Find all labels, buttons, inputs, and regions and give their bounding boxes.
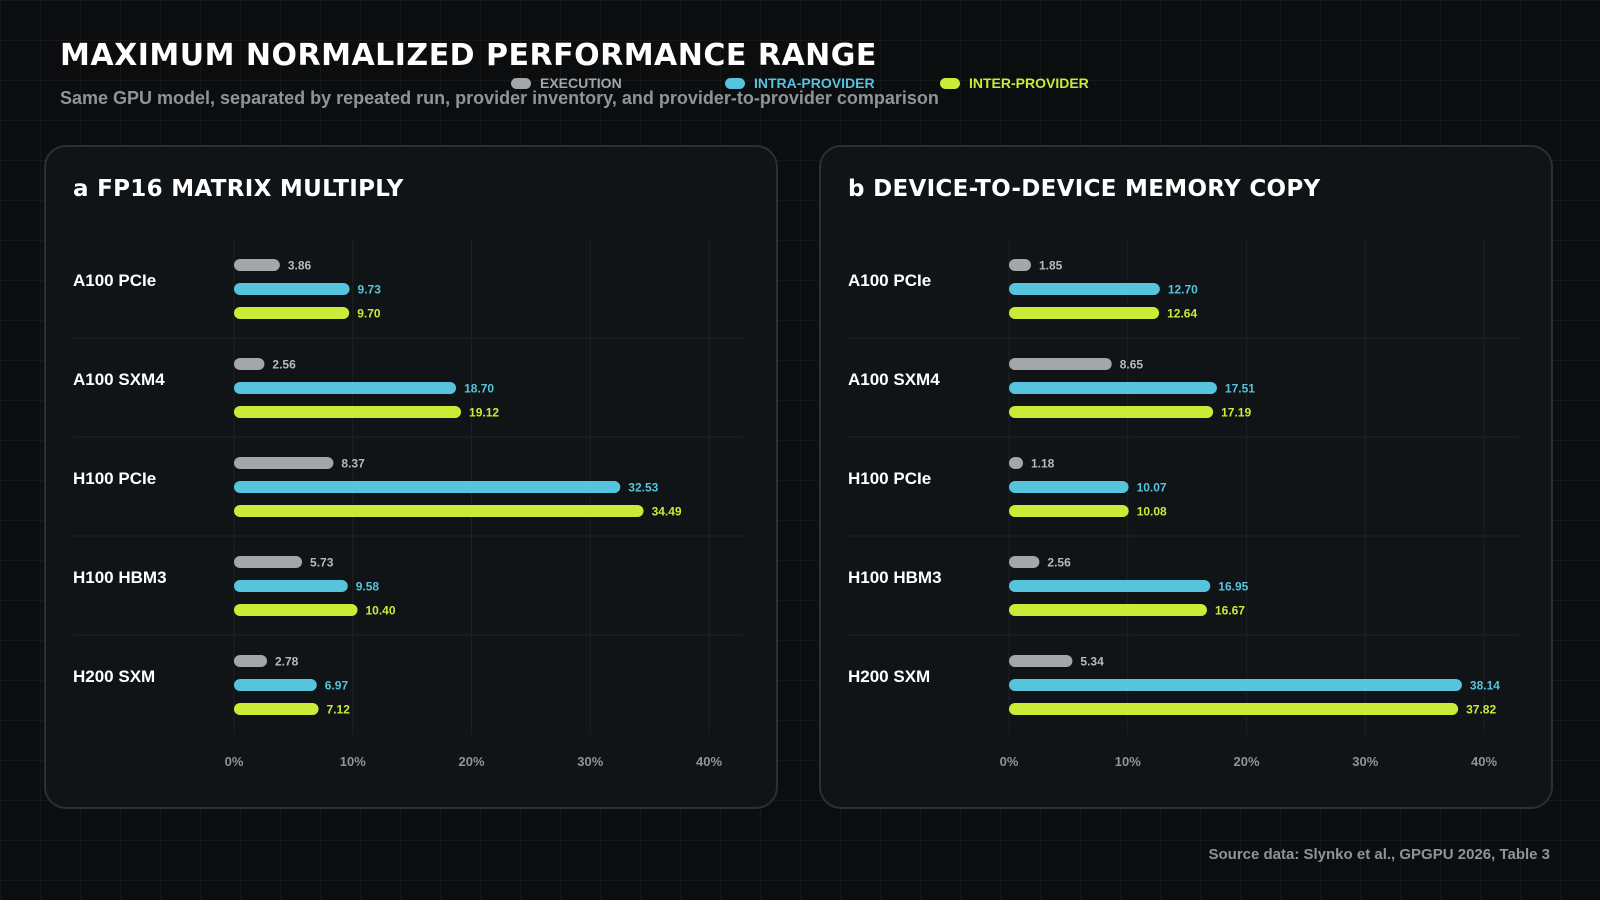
category-label-h200-sxm: H200 SXM bbox=[848, 667, 930, 686]
data-label-execution-a100-sxm4: 2.56 bbox=[272, 358, 296, 372]
bar-intra-provider-a100-sxm4 bbox=[1009, 382, 1217, 394]
x-tick-label: 10% bbox=[340, 754, 366, 769]
bar-intra-provider-a100-pcie bbox=[1009, 283, 1160, 295]
category-label-h100-hbm3: H100 HBM3 bbox=[848, 568, 942, 587]
data-label-inter-provider-a100-sxm4: 17.19 bbox=[1221, 406, 1251, 420]
legend-swatch-inter-provider bbox=[940, 77, 960, 89]
data-label-execution-h100-hbm3: 5.73 bbox=[310, 556, 334, 570]
page-title: MAXIMUM NORMALIZED PERFORMANCE RANGE bbox=[60, 38, 877, 73]
bar-intra-provider-h100-hbm3 bbox=[234, 580, 348, 592]
x-tick-label: 30% bbox=[1352, 754, 1378, 769]
data-label-execution-a100-pcie: 3.86 bbox=[288, 259, 312, 273]
panel-title: b DEVICE-TO-DEVICE MEMORY COPY bbox=[848, 176, 1321, 202]
data-label-intra-provider-a100-pcie: 9.73 bbox=[358, 283, 382, 297]
data-label-intra-provider-a100-sxm4: 18.70 bbox=[464, 382, 494, 396]
data-label-execution-h100-pcie: 8.37 bbox=[341, 457, 365, 471]
data-label-inter-provider-h100-hbm3: 10.40 bbox=[366, 604, 396, 618]
bar-inter-provider-h200-sxm bbox=[1009, 703, 1459, 715]
bar-execution-a100-sxm4 bbox=[234, 358, 265, 370]
panel-title: a FP16 MATRIX MULTIPLY bbox=[73, 176, 404, 202]
bar-intra-provider-h100-pcie bbox=[234, 481, 621, 493]
x-tick-label: 40% bbox=[1471, 754, 1497, 769]
bar-intra-provider-h200-sxm bbox=[234, 679, 317, 691]
bar-intra-provider-a100-sxm4 bbox=[234, 382, 457, 394]
data-label-intra-provider-h200-sxm: 38.14 bbox=[1470, 679, 1500, 693]
data-label-execution-h100-hbm3: 2.56 bbox=[1047, 556, 1071, 570]
category-label-h100-hbm3: H100 HBM3 bbox=[73, 568, 167, 587]
bar-execution-a100-pcie bbox=[234, 259, 280, 271]
data-label-inter-provider-a100-pcie: 9.70 bbox=[357, 307, 381, 321]
bar-intra-provider-h200-sxm bbox=[1009, 679, 1462, 691]
bar-execution-h200-sxm bbox=[234, 655, 268, 667]
data-label-inter-provider-h200-sxm: 7.12 bbox=[327, 703, 351, 717]
legend-label-execution: EXECUTION bbox=[540, 75, 622, 91]
category-label-h100-pcie: H100 PCIe bbox=[848, 469, 931, 488]
bar-inter-provider-h100-pcie bbox=[1009, 505, 1129, 517]
data-label-intra-provider-h100-pcie: 32.53 bbox=[628, 481, 658, 495]
legend-label-inter-provider: INTER-PROVIDER bbox=[969, 75, 1089, 91]
data-label-intra-provider-a100-sxm4: 17.51 bbox=[1225, 382, 1255, 396]
x-tick-label: 30% bbox=[577, 754, 603, 769]
bar-inter-provider-h100-pcie bbox=[234, 505, 644, 517]
bar-intra-provider-h100-hbm3 bbox=[1009, 580, 1211, 592]
bar-execution-h100-pcie bbox=[1009, 457, 1024, 469]
data-label-execution-h100-pcie: 1.18 bbox=[1031, 457, 1055, 471]
data-label-execution-a100-pcie: 1.85 bbox=[1039, 259, 1063, 273]
bar-execution-a100-sxm4 bbox=[1009, 358, 1112, 370]
chart-panel-fp16-matrix-multiply: a FP16 MATRIX MULTIPLY 0% 10% 20% 30% 40% A10… bbox=[44, 145, 778, 809]
chart-svg-fp16: 0% 10% 20% 30% 40% A100 PCIe 3.86 9.73 9.70 A100 … bbox=[73, 239, 743, 769]
category-label-h200-sxm: H200 SXM bbox=[73, 667, 155, 686]
bar-inter-provider-a100-sxm4 bbox=[234, 406, 462, 418]
legend-swatch-intra-provider bbox=[725, 77, 745, 89]
data-label-execution-a100-sxm4: 8.65 bbox=[1120, 358, 1144, 372]
chart-svg-memory-copy: 0% 10% 20% 30% 40% A100 PCIe 1.85 12.70 12.64 A10… bbox=[848, 239, 1518, 769]
data-label-execution-h200-sxm: 2.78 bbox=[275, 655, 299, 669]
data-label-inter-provider-a100-pcie: 12.64 bbox=[1167, 307, 1197, 321]
bar-inter-provider-h200-sxm bbox=[234, 703, 319, 715]
category-label-a100-sxm4: A100 SXM4 bbox=[73, 370, 165, 389]
x-tick-label: 0% bbox=[225, 754, 244, 769]
bar-execution-h100-hbm3 bbox=[1009, 556, 1040, 568]
bar-intra-provider-a100-pcie bbox=[234, 283, 350, 295]
legend-item-execution: EXECUTION bbox=[511, 75, 622, 91]
bar-inter-provider-a100-pcie bbox=[234, 307, 350, 319]
legend-swatch-execution bbox=[511, 77, 531, 89]
x-tick-label: 0% bbox=[1000, 754, 1019, 769]
data-label-inter-provider-h200-sxm: 37.82 bbox=[1466, 703, 1496, 717]
source-note: Source data: Slynko et al., GPGPU 2026, … bbox=[1208, 846, 1550, 863]
bar-execution-h100-hbm3 bbox=[234, 556, 303, 568]
data-label-inter-provider-a100-sxm4: 19.12 bbox=[469, 406, 499, 420]
data-label-inter-provider-h100-hbm3: 16.67 bbox=[1215, 604, 1245, 618]
bar-execution-a100-pcie bbox=[1009, 259, 1031, 271]
legend-item-inter-provider: INTER-PROVIDER bbox=[940, 75, 1089, 91]
bar-execution-h200-sxm bbox=[1009, 655, 1073, 667]
data-label-inter-provider-h100-pcie: 34.49 bbox=[652, 505, 682, 519]
data-label-execution-h200-sxm: 5.34 bbox=[1080, 655, 1104, 669]
data-label-intra-provider-h100-hbm3: 16.95 bbox=[1218, 580, 1248, 594]
data-label-intra-provider-h200-sxm: 6.97 bbox=[325, 679, 349, 693]
bar-inter-provider-a100-sxm4 bbox=[1009, 406, 1214, 418]
page-subtitle: Same GPU model, separated by repeated ru… bbox=[60, 88, 939, 108]
x-tick-label: 20% bbox=[458, 754, 484, 769]
x-tick-label: 10% bbox=[1115, 754, 1141, 769]
x-tick-label: 40% bbox=[696, 754, 722, 769]
bar-inter-provider-h100-hbm3 bbox=[1009, 604, 1207, 616]
data-label-intra-provider-h100-hbm3: 9.58 bbox=[356, 580, 380, 594]
category-label-a100-sxm4: A100 SXM4 bbox=[848, 370, 940, 389]
legend-label-intra-provider: INTRA-PROVIDER bbox=[754, 75, 875, 91]
legend-item-intra-provider: INTRA-PROVIDER bbox=[725, 75, 875, 91]
category-label-h100-pcie: H100 PCIe bbox=[73, 469, 156, 488]
data-label-intra-provider-a100-pcie: 12.70 bbox=[1168, 283, 1198, 297]
x-tick-label: 20% bbox=[1233, 754, 1259, 769]
category-label-a100-pcie: A100 PCIe bbox=[73, 271, 156, 290]
category-label-a100-pcie: A100 PCIe bbox=[848, 271, 931, 290]
bar-execution-h100-pcie bbox=[234, 457, 334, 469]
bar-intra-provider-h100-pcie bbox=[1009, 481, 1129, 493]
data-label-inter-provider-h100-pcie: 10.08 bbox=[1137, 505, 1167, 519]
data-label-intra-provider-h100-pcie: 10.07 bbox=[1137, 481, 1167, 495]
bar-inter-provider-a100-pcie bbox=[1009, 307, 1160, 319]
bar-inter-provider-h100-hbm3 bbox=[234, 604, 358, 616]
chart-panel-memory-copy: b DEVICE-TO-DEVICE MEMORY COPY 0% 10% 20% 3… bbox=[819, 145, 1553, 809]
